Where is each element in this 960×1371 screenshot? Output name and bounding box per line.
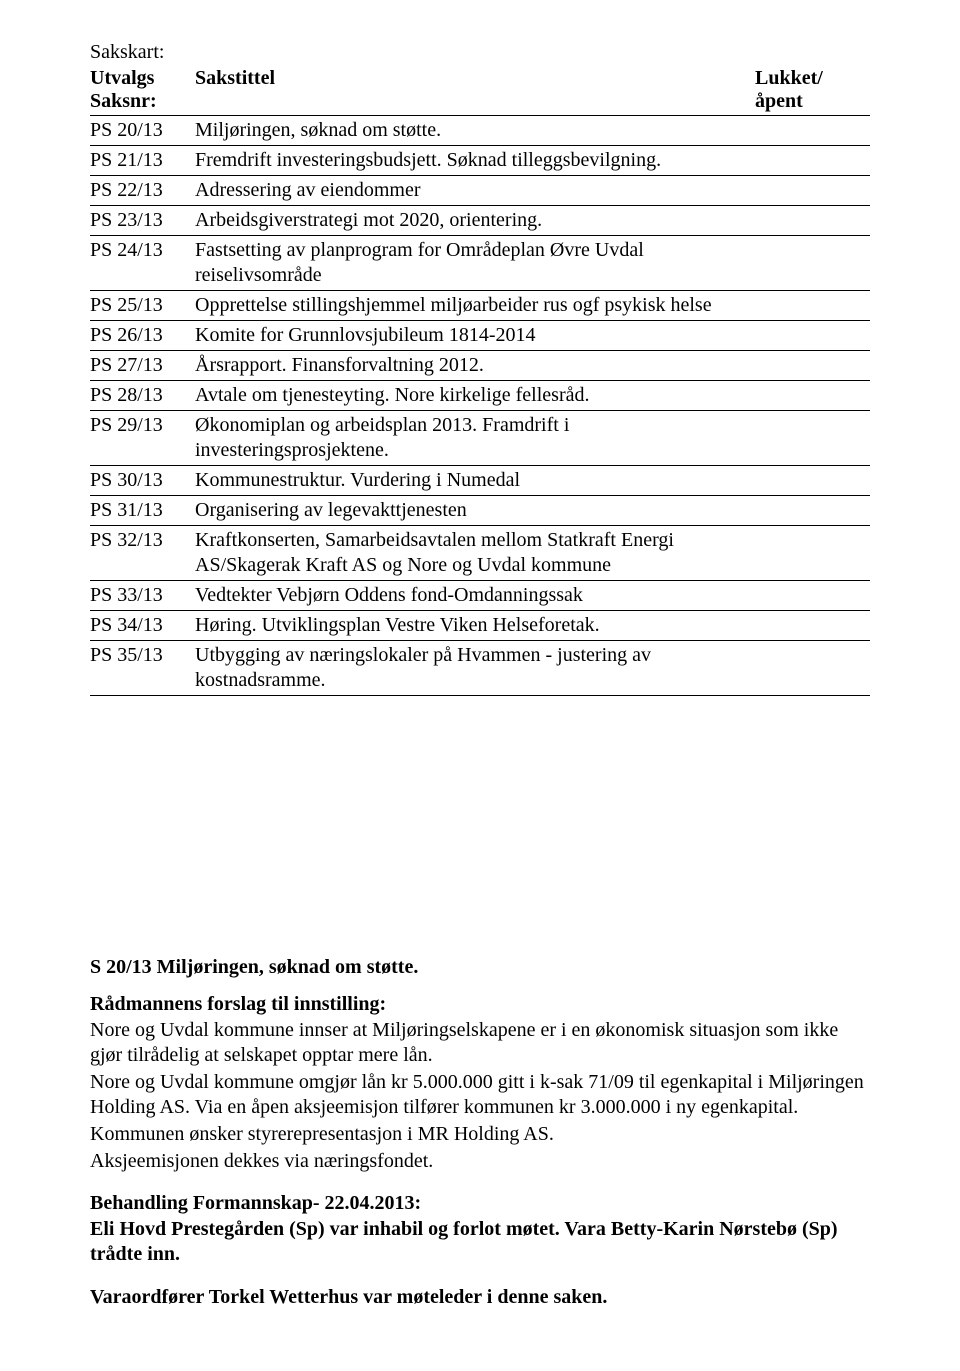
- col-header-saksnr-line2: Saksnr:: [90, 90, 157, 112]
- table-body: PS 20/13Miljøringen, søknad om støtte. P…: [90, 116, 870, 696]
- table-row: PS 35/13Utbygging av næringslokaler på H…: [90, 641, 870, 696]
- cell-lock: [755, 321, 870, 351]
- cell-num: PS 29/13: [90, 411, 195, 466]
- cell-lock: [755, 381, 870, 411]
- cell-num: PS 31/13: [90, 496, 195, 526]
- cell-lock: [755, 581, 870, 611]
- cell-title: Komite for Grunnlovsjubileum 1814-2014: [195, 321, 755, 351]
- cell-lock: [755, 236, 870, 291]
- cell-num: PS 22/13: [90, 176, 195, 206]
- cell-num: PS 32/13: [90, 526, 195, 581]
- proposal-paragraph: Kommunen ønsker styrerepresentasjon i MR…: [90, 1122, 870, 1147]
- case-heading: S 20/13 Miljøringen, søknad om støtte.: [90, 956, 870, 979]
- cell-lock: [755, 291, 870, 321]
- cell-num: PS 33/13: [90, 581, 195, 611]
- cell-lock: [755, 611, 870, 641]
- cell-title: Kraftkonserten, Samarbeidsavtalen mellom…: [195, 526, 755, 581]
- table-row: PS 33/13Vedtekter Vebjørn Oddens fond-Om…: [90, 581, 870, 611]
- page: Sakskart: Utvalgs Saksnr: Sakstittel Luk…: [0, 0, 960, 1370]
- col-header-saksnr-line1: Utvalgs: [90, 67, 154, 89]
- cell-lock: [755, 466, 870, 496]
- table-row: PS 25/13Opprettelse stillingshjemmel mil…: [90, 291, 870, 321]
- table-row: PS 22/13Adressering av eiendommer: [90, 176, 870, 206]
- cell-title: Avtale om tjenesteyting. Nore kirkelige …: [195, 381, 755, 411]
- table-row: PS 30/13Kommunestruktur. Vurdering i Num…: [90, 466, 870, 496]
- cell-lock: [755, 146, 870, 176]
- proposal-paragraph: Nore og Uvdal kommune omgjør lån kr 5.00…: [90, 1070, 870, 1120]
- cell-lock: [755, 116, 870, 146]
- cell-title: Miljøringen, søknad om støtte.: [195, 116, 755, 146]
- cell-num: PS 34/13: [90, 611, 195, 641]
- cell-title: Opprettelse stillingshjemmel miljøarbeid…: [195, 291, 755, 321]
- cell-lock: [755, 176, 870, 206]
- cell-lock: [755, 526, 870, 581]
- cell-num: PS 28/13: [90, 381, 195, 411]
- table-row: PS 26/13Komite for Grunnlovsjubileum 181…: [90, 321, 870, 351]
- cell-num: PS 24/13: [90, 236, 195, 291]
- cell-num: PS 35/13: [90, 641, 195, 696]
- cell-title: Utbygging av næringslokaler på Hvammen -…: [195, 641, 755, 696]
- sakskart-table: Utvalgs Saksnr: Sakstittel Lukket/åpent …: [90, 65, 870, 696]
- cell-num: PS 21/13: [90, 146, 195, 176]
- cell-title: Adressering av eiendommer: [195, 176, 755, 206]
- table-row: PS 28/13Avtale om tjenesteyting. Nore ki…: [90, 381, 870, 411]
- cell-lock: [755, 411, 870, 466]
- cell-title: Høring. Utviklingsplan Vestre Viken Hels…: [195, 611, 755, 641]
- col-header-lukket: Lukket/åpent: [755, 65, 870, 116]
- table-row: PS 31/13Organisering av legevakttjeneste…: [90, 496, 870, 526]
- table-row: PS 27/13Årsrapport. Finansforvaltning 20…: [90, 351, 870, 381]
- table-row: PS 20/13Miljøringen, søknad om støtte.: [90, 116, 870, 146]
- cell-num: PS 27/13: [90, 351, 195, 381]
- cell-lock: [755, 206, 870, 236]
- cell-num: PS 23/13: [90, 206, 195, 236]
- cell-title: Fremdrift investeringsbudsjett. Søknad t…: [195, 146, 755, 176]
- cell-title: Kommunestruktur. Vurdering i Numedal: [195, 466, 755, 496]
- table-row: PS 21/13Fremdrift investeringsbudsjett. …: [90, 146, 870, 176]
- cell-title: Organisering av legevakttjenesten: [195, 496, 755, 526]
- table-header-row: Utvalgs Saksnr: Sakstittel Lukket/åpent: [90, 65, 870, 116]
- sakskart-label: Sakskart:: [90, 40, 870, 65]
- cell-title: Arbeidsgiverstrategi mot 2020, orienteri…: [195, 206, 755, 236]
- behandling-paragraph: Eli Hovd Prestegården (Sp) var inhabil o…: [90, 1217, 870, 1267]
- cell-num: PS 30/13: [90, 466, 195, 496]
- proposal-paragraph: Nore og Uvdal kommune innser at Miljørin…: [90, 1018, 870, 1068]
- cell-title: Årsrapport. Finansforvaltning 2012.: [195, 351, 755, 381]
- behandling-paragraph: Varaordfører Torkel Wetterhus var møtele…: [90, 1285, 870, 1310]
- proposal-heading: Rådmannens forslag til innstilling:: [90, 993, 870, 1016]
- col-header-saksnr: Utvalgs Saksnr:: [90, 65, 195, 116]
- cell-num: PS 20/13: [90, 116, 195, 146]
- cell-title: Fastsetting av planprogram for Områdepla…: [195, 236, 755, 291]
- behandling-heading: Behandling Formannskap- 22.04.2013:: [90, 1192, 870, 1215]
- cell-num: PS 25/13: [90, 291, 195, 321]
- table-row: PS 29/13Økonomiplan og arbeidsplan 2013.…: [90, 411, 870, 466]
- cell-num: PS 26/13: [90, 321, 195, 351]
- table-row: PS 23/13Arbeidsgiverstrategi mot 2020, o…: [90, 206, 870, 236]
- table-row: PS 32/13Kraftkonserten, Samarbeidsavtale…: [90, 526, 870, 581]
- cell-lock: [755, 496, 870, 526]
- cell-title: Vedtekter Vebjørn Oddens fond-Omdannings…: [195, 581, 755, 611]
- cell-title: Økonomiplan og arbeidsplan 2013. Framdri…: [195, 411, 755, 466]
- table-row: PS 24/13Fastsetting av planprogram for O…: [90, 236, 870, 291]
- table-row: PS 34/13Høring. Utviklingsplan Vestre Vi…: [90, 611, 870, 641]
- col-header-sakstittel: Sakstittel: [195, 65, 755, 116]
- cell-lock: [755, 351, 870, 381]
- cell-lock: [755, 641, 870, 696]
- proposal-paragraph: Aksjeemisjonen dekkes via næringsfondet.: [90, 1149, 870, 1174]
